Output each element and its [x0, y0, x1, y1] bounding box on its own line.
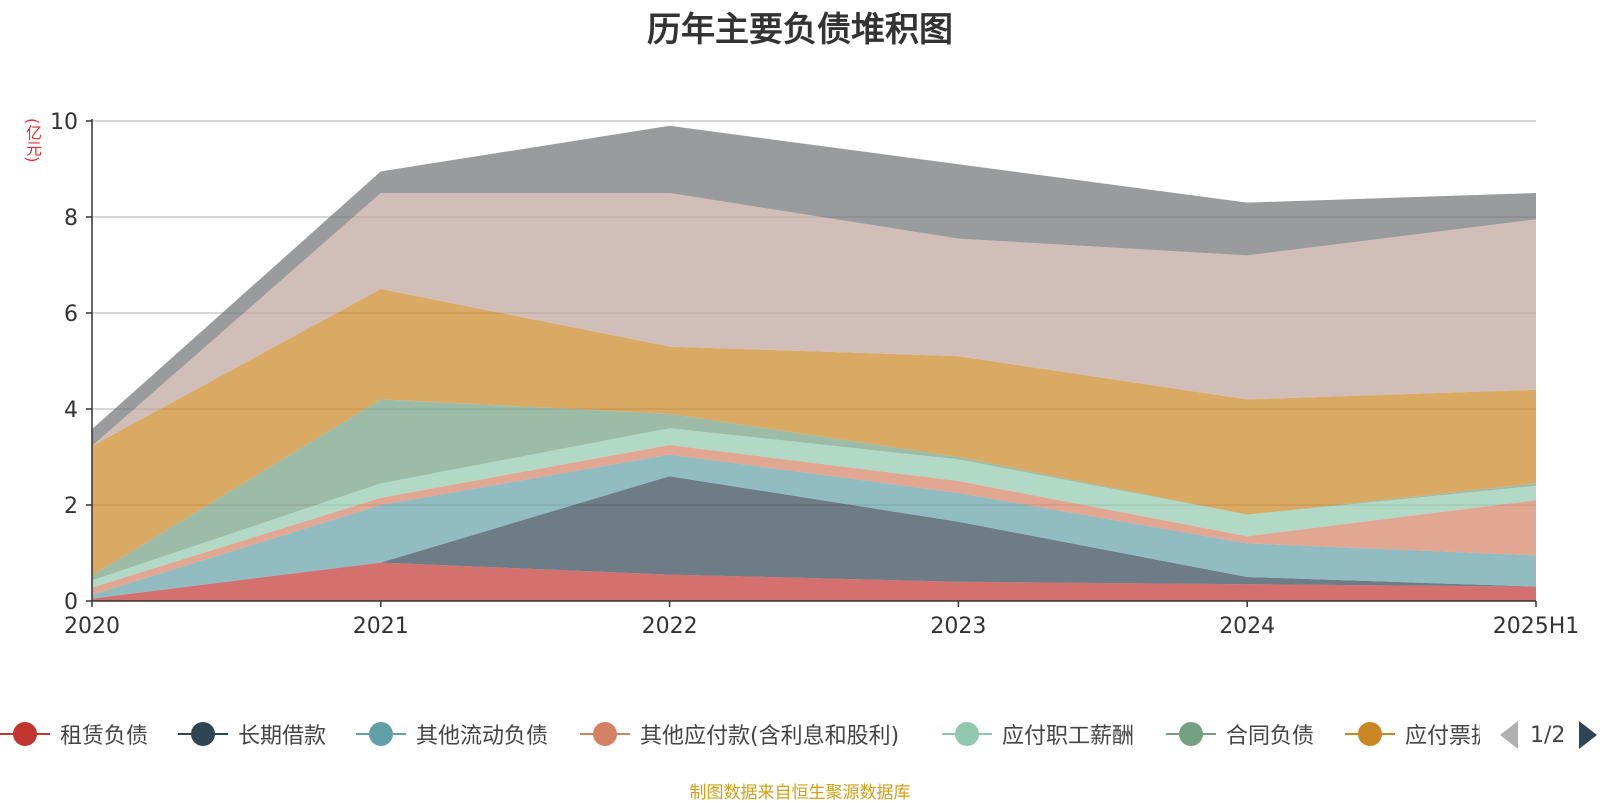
y-tick-label: 6	[64, 302, 78, 327]
legend-item[interactable]: 租赁负债	[0, 716, 148, 752]
legend-label: 其他流动负债	[416, 724, 549, 749]
x-tick-label: 2022	[642, 614, 698, 639]
x-tick-label: 2023	[930, 614, 986, 639]
legend-marker-icon	[942, 721, 992, 747]
y-tick-label: 10	[50, 110, 78, 135]
legend-pager: 1/2	[1500, 718, 1598, 752]
area-series-2	[92, 476, 1536, 599]
legend-label: 应付票据	[1405, 724, 1480, 749]
area-series-9	[92, 125, 1536, 446]
stacked-area-chart: 0 2 4 6 8 10 2020 2021 2022 2023 2024 2025H1	[50, 110, 1580, 639]
legend-marker-icon	[580, 721, 630, 747]
legend-item[interactable]: 长期借款	[178, 716, 326, 752]
x-tick-label: 2024	[1219, 614, 1275, 639]
x-tick-label: 2020	[64, 614, 120, 639]
legend-label: 租赁负债	[60, 724, 149, 749]
legend-label: 合同负债	[1226, 724, 1315, 749]
area-series-5	[92, 428, 1536, 588]
y-tick-label: 4	[64, 398, 78, 423]
legend-marker-icon	[1345, 721, 1395, 747]
legend-page-indicator: 1/2	[1530, 722, 1566, 748]
chart-legend: 租赁负债 长期借款 其他流动负债 其他应付款(含利息和股利) 应付职工薪酬 合同负债 应付票…	[0, 716, 1480, 752]
area-series-7	[92, 289, 1536, 576]
legend-item[interactable]: 应付票据	[1345, 716, 1480, 752]
y-tick-label: 0	[64, 590, 78, 615]
legend-item[interactable]: 其他应付款(含利息和股利)	[580, 716, 899, 752]
legend-marker-icon	[178, 721, 228, 747]
data-source-note: 制图数据来自恒生聚源数据库	[689, 783, 911, 803]
legend-item[interactable]: 其他流动负债	[356, 716, 548, 752]
legend-next-page-icon[interactable]	[1579, 721, 1598, 749]
area-series-1	[92, 562, 1536, 601]
legend-marker-icon	[0, 721, 50, 747]
legend-item[interactable]: 应付职工薪酬	[942, 716, 1134, 752]
x-tick-label: 2025H1	[1493, 614, 1580, 639]
legend-marker-icon	[1166, 721, 1216, 747]
chart-title: 历年主要负债堆积图	[647, 10, 953, 50]
legend-label: 其他应付款(含利息和股利)	[640, 724, 900, 749]
y-axis-unit-label: (亿元)	[23, 118, 42, 163]
area-series-6	[92, 399, 1536, 581]
area-series-8	[92, 193, 1536, 446]
area-series-3	[92, 454, 1536, 599]
legend-label: 长期借款	[238, 724, 327, 749]
legend-item[interactable]: 合同负债	[1166, 716, 1314, 752]
y-tick-label: 2	[64, 494, 78, 519]
legend-label: 应付职工薪酬	[1002, 724, 1135, 749]
y-tick-label: 8	[64, 206, 78, 231]
x-tick-label: 2021	[353, 614, 409, 639]
legend-marker-icon	[356, 721, 406, 747]
legend-prev-page-icon[interactable]	[1500, 721, 1518, 749]
